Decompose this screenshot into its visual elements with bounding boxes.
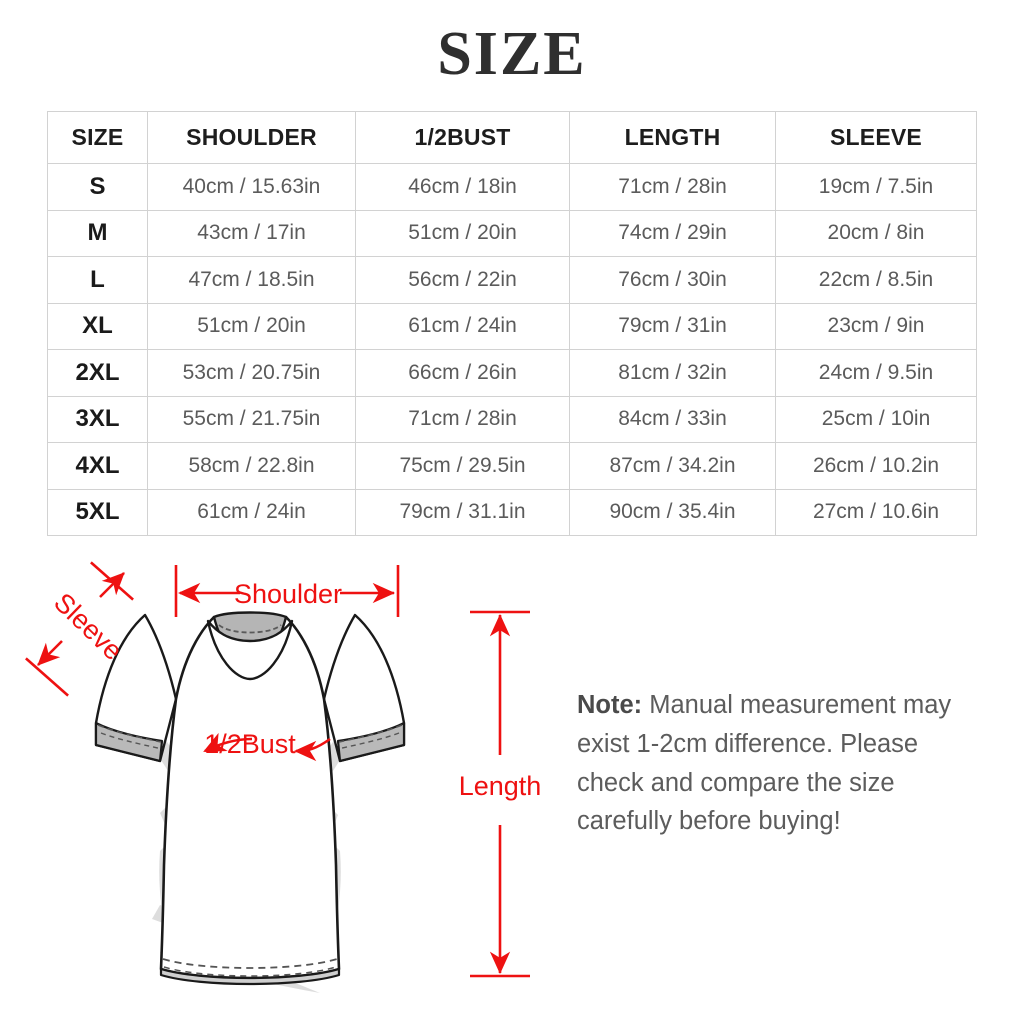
sleeve-tick-bottom (25, 657, 69, 697)
table-row: S 40cm / 15.63in 46cm / 18in 71cm / 28in… (47, 163, 977, 211)
note-text: Manual measurement may exist 1-2cm diffe… (577, 691, 952, 836)
sleeve-label: Sleeve (48, 587, 128, 666)
cell-bust: 75cm / 29.5in (355, 442, 570, 490)
right-cuff-stitch-2 (337, 732, 400, 750)
cell-shoulder: 58cm / 22.8in (147, 442, 356, 490)
hem-stitch-2 (163, 966, 337, 977)
size-table: SIZE SHOULDER 1/2BUST LENGTH SLEEVE S 40… (47, 111, 977, 536)
cell-shoulder: 47cm / 18.5in (147, 256, 356, 304)
sleeve-tick-top (90, 561, 134, 601)
cell-size: 4XL (47, 442, 148, 490)
collar-outer (206, 619, 294, 681)
cell-sleeve: 25cm / 10in (775, 395, 977, 443)
cell-shoulder: 53cm / 20.75in (147, 349, 356, 397)
length-dimension: Length (459, 610, 542, 978)
cell-shoulder: 61cm / 24in (147, 488, 356, 536)
cell-sleeve: 22cm / 8.5in (775, 256, 977, 304)
cell-bust: 71cm / 28in (355, 395, 570, 443)
tshirt-illustration (94, 611, 406, 993)
column-header-sleeve: SLEEVE (775, 111, 977, 164)
measurement-diagram: Shoulder Sleeve 1/2Bust (0, 545, 560, 1015)
page-title: SIZE (437, 20, 587, 88)
sleeve-arrow-up (99, 572, 125, 598)
cell-length: 71cm / 28in (569, 163, 776, 211)
cell-size: XL (47, 302, 148, 350)
hem-stitch (162, 958, 338, 969)
cell-length: 74cm / 29in (569, 209, 776, 257)
column-header-shoulder: SHOULDER (147, 111, 356, 164)
cell-sleeve: 24cm / 9.5in (775, 349, 977, 397)
bust-dimension: 1/2Bust (203, 729, 331, 762)
note-label: Note: (577, 691, 643, 719)
cell-shoulder: 43cm / 17in (147, 209, 356, 257)
cell-size: 3XL (47, 395, 148, 443)
cell-bust: 46cm / 18in (355, 163, 570, 211)
table-header-row: SIZE SHOULDER 1/2BUST LENGTH SLEEVE (47, 111, 977, 164)
right-cuff-stitch (338, 724, 403, 743)
cell-size: 2XL (47, 349, 148, 397)
bottom-hem (159, 967, 341, 986)
cell-sleeve: 19cm / 7.5in (775, 163, 977, 211)
table-row: L 47cm / 18.5in 56cm / 22in 76cm / 30in … (47, 256, 977, 304)
cell-bust: 51cm / 20in (355, 209, 570, 257)
table-row: M 43cm / 17in 51cm / 20in 74cm / 29in 20… (47, 209, 977, 257)
cell-length: 87cm / 34.2in (569, 442, 776, 490)
cell-sleeve: 26cm / 10.2in (775, 442, 977, 490)
table-row: 2XL 53cm / 20.75in 66cm / 26in 81cm / 32… (47, 349, 977, 397)
table-row: XL 51cm / 20in 61cm / 24in 79cm / 31in 2… (47, 302, 977, 350)
cell-length: 84cm / 33in (569, 395, 776, 443)
cell-length: 81cm / 32in (569, 349, 776, 397)
left-cuff-stitch (97, 724, 162, 743)
bust-arrow-right (293, 737, 331, 762)
shirt-body (159, 615, 341, 980)
cell-size: S (47, 163, 148, 211)
column-header-bust: 1/2BUST (355, 111, 570, 164)
bust-label: 1/2Bust (204, 729, 296, 759)
cell-bust: 56cm / 22in (355, 256, 570, 304)
table-row: 4XL 58cm / 22.8in 75cm / 29.5in 87cm / 3… (47, 442, 977, 490)
column-header-size: SIZE (47, 111, 148, 164)
shoulder-dimension: Shoulder (174, 565, 400, 617)
cell-shoulder: 51cm / 20in (147, 302, 356, 350)
cell-sleeve: 20cm / 8in (775, 209, 977, 257)
shoulder-label: Shoulder (234, 579, 342, 609)
cell-length: 76cm / 30in (569, 256, 776, 304)
cell-shoulder: 55cm / 21.75in (147, 395, 356, 443)
cell-length: 90cm / 35.4in (569, 488, 776, 536)
bust-arrow-left (203, 732, 253, 753)
column-header-length: LENGTH (569, 111, 776, 164)
collar-stitch (218, 624, 282, 634)
cell-sleeve: 23cm / 9in (775, 302, 977, 350)
cell-sleeve: 27cm / 10.6in (775, 488, 977, 536)
cell-bust: 61cm / 24in (355, 302, 570, 350)
cell-size: M (47, 209, 148, 257)
table-row: 3XL 55cm / 21.75in 71cm / 28in 84cm / 33… (47, 395, 977, 443)
cell-bust: 66cm / 26in (355, 349, 570, 397)
cell-length: 79cm / 31in (569, 302, 776, 350)
left-cuff-stitch-2 (100, 732, 163, 750)
note-block: Note: Manual measurement may exist 1-2cm… (577, 686, 977, 841)
sleeve-arrow-down (37, 640, 63, 666)
cell-bust: 79cm / 31.1in (355, 488, 570, 536)
table-row: 5XL 61cm / 24in 79cm / 31.1in 90cm / 35.… (47, 488, 977, 536)
cell-size: L (47, 256, 148, 304)
length-label: Length (459, 771, 542, 801)
cell-shoulder: 40cm / 15.63in (147, 163, 356, 211)
cell-size: 5XL (47, 488, 148, 536)
